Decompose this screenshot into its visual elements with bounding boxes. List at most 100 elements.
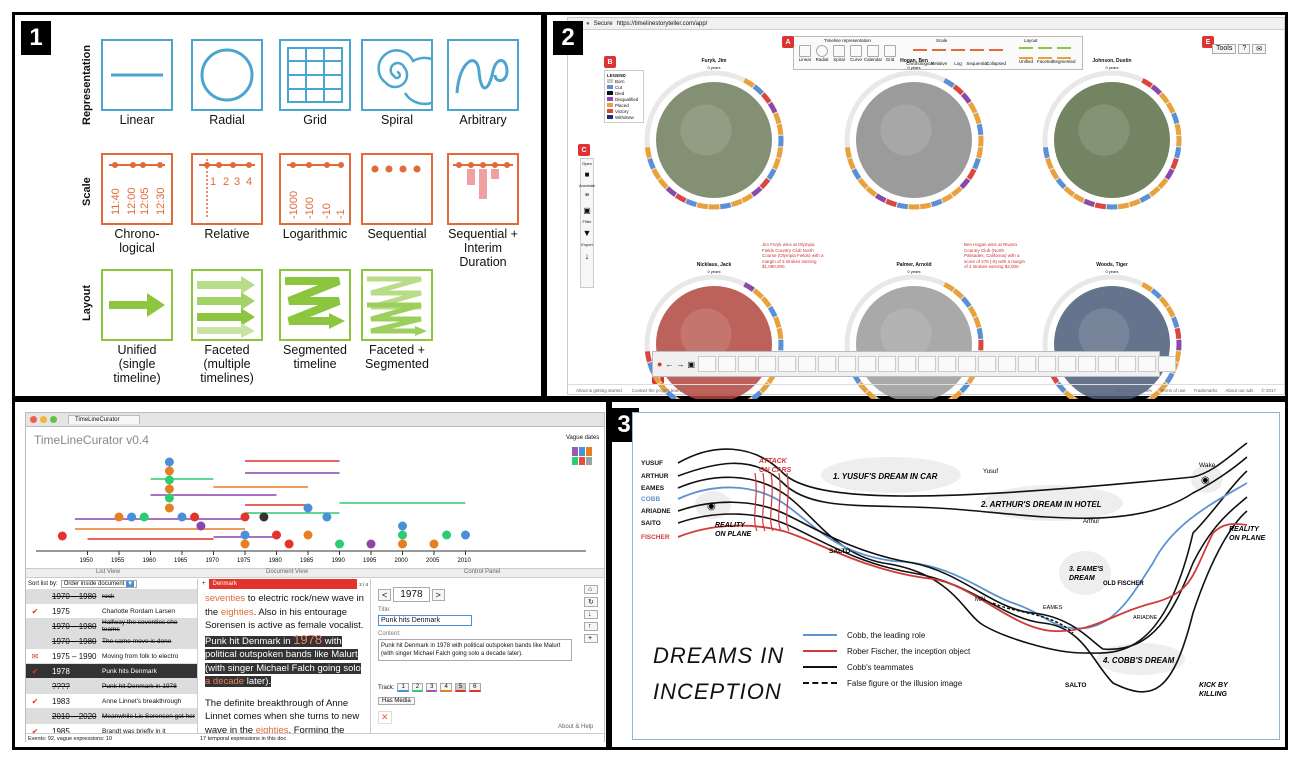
footer-link-ads[interactable]: About our ads bbox=[1225, 387, 1254, 393]
legend-item[interactable]: Cut bbox=[607, 84, 641, 90]
track-button-3[interactable]: 3 bbox=[426, 683, 438, 692]
list-row[interactable]: ???? Punk hit Denmark in 1978 bbox=[26, 679, 197, 694]
list-row[interactable]: ✔ 1975 Charlotte Rordam Larsen bbox=[26, 604, 197, 619]
content-field[interactable]: Punk hit Denmark in 1978 with political … bbox=[378, 639, 572, 661]
legend-item[interactable]: Born bbox=[607, 78, 641, 84]
address-bar[interactable]: ← ● Secure https://timelinestoryteller.c… bbox=[568, 18, 1284, 30]
tlc-timeline[interactable]: 1950 1955 1960 1965 1970 1975 1980 1985 1990 1995… bbox=[36, 443, 596, 565]
list-row[interactable]: 1970 – 1980 rock bbox=[26, 589, 197, 604]
track-button-6[interactable]: 6 bbox=[469, 683, 481, 692]
radial-timeline[interactable] bbox=[840, 270, 988, 418]
toolbar-layout-1[interactable]: Faceted bbox=[1037, 45, 1053, 64]
list-row[interactable]: ✔ 1978 Punk hits Denmark bbox=[26, 664, 197, 679]
browser-tab[interactable]: TimeLineCurator bbox=[68, 415, 141, 424]
scene-frame[interactable] bbox=[898, 356, 916, 372]
footer-link-about[interactable]: About & getting started bbox=[576, 387, 622, 393]
toolbar-rep-5[interactable]: Grid bbox=[883, 45, 897, 62]
scene-frame[interactable] bbox=[878, 356, 896, 372]
add-icon[interactable]: + bbox=[584, 634, 598, 643]
title-field[interactable]: Punk hits Denmark bbox=[378, 615, 472, 626]
radial-timeline[interactable] bbox=[640, 66, 788, 214]
list-row[interactable]: ✉ 1975 – 1990 Moving from folk to electro bbox=[26, 649, 197, 664]
scene-frame[interactable] bbox=[758, 356, 776, 372]
down-icon[interactable]: ↓ bbox=[584, 610, 598, 619]
toolbar-scale-2[interactable]: Log bbox=[950, 45, 966, 66]
add-doc-icon[interactable]: + bbox=[202, 581, 206, 587]
toolbar-layout-0[interactable]: Unified bbox=[1018, 45, 1034, 64]
mail-button[interactable]: ✉ bbox=[1252, 44, 1267, 54]
scene-frame[interactable] bbox=[1078, 356, 1096, 372]
list-row[interactable]: 1970 – 1980 Halfway the seventies she tea… bbox=[26, 619, 197, 634]
folder-icon[interactable]: ■ bbox=[584, 170, 590, 179]
add-scene-icon[interactable]: ▣ bbox=[687, 359, 695, 369]
mail-icon[interactable]: ✉ bbox=[31, 651, 39, 661]
track-button-5[interactable]: 5 bbox=[454, 683, 467, 692]
has-media-button[interactable]: Has Media bbox=[378, 697, 415, 705]
list-row[interactable]: ✔ 1983 Anne Linnet's breakthrough bbox=[26, 694, 197, 709]
scene-frame[interactable] bbox=[718, 356, 736, 372]
check-icon[interactable]: ✔ bbox=[31, 696, 39, 706]
radial-timeline[interactable] bbox=[840, 66, 988, 214]
toolbar-rep-4[interactable]: Calendar bbox=[864, 45, 882, 62]
scene-frame[interactable] bbox=[1018, 356, 1036, 372]
download-icon[interactable]: ↓ bbox=[584, 251, 590, 261]
year-field[interactable]: 1978 bbox=[393, 587, 430, 602]
scene-frame[interactable] bbox=[938, 356, 956, 372]
list-row[interactable]: 2010 – 2020 Meanwhile Lis Sorensen got he… bbox=[26, 709, 197, 724]
filter-icon[interactable]: ▼ bbox=[582, 228, 592, 238]
scene-frame[interactable] bbox=[818, 356, 836, 372]
toolbar-scale-0[interactable]: Chronological bbox=[906, 45, 934, 66]
legend-item[interactable]: Placed bbox=[607, 102, 641, 108]
radial-timeline[interactable] bbox=[1038, 66, 1186, 214]
close-window-icon[interactable] bbox=[30, 416, 37, 423]
scene-frame[interactable] bbox=[1098, 356, 1116, 372]
toolbar-layout-2[interactable]: Segmented bbox=[1052, 45, 1076, 64]
prev-icon[interactable]: ← bbox=[665, 359, 674, 369]
radial-timeline[interactable] bbox=[640, 270, 788, 418]
next-event-button[interactable]: > bbox=[431, 588, 445, 601]
toolbar-rep-2[interactable]: Spiral bbox=[832, 45, 846, 62]
legend-item[interactable]: Withdrew bbox=[607, 114, 641, 120]
toolbar-scale-4[interactable]: Collapsed bbox=[986, 45, 1006, 66]
scene-frame[interactable] bbox=[1118, 356, 1136, 372]
check-icon[interactable]: ✔ bbox=[31, 726, 39, 734]
track-button-4[interactable]: 4 bbox=[440, 683, 452, 692]
refresh-icon[interactable]: ↻ bbox=[584, 597, 598, 607]
about-help-link[interactable]: About & Help bbox=[558, 724, 594, 730]
prev-event-button[interactable]: < bbox=[378, 588, 392, 601]
list-row[interactable]: 1970 – 1980 The same move is done bbox=[26, 634, 197, 649]
doc-temporal-seventies[interactable]: seventies bbox=[205, 593, 246, 604]
footer-link-terms[interactable]: Terms of use bbox=[1159, 387, 1186, 393]
doc-temporal-eighties-2[interactable]: eighties bbox=[255, 724, 289, 734]
scene-frame[interactable] bbox=[778, 356, 796, 372]
check-icon[interactable]: ✔ bbox=[31, 666, 39, 676]
track-button-2[interactable]: 2 bbox=[411, 683, 424, 692]
url-text[interactable]: https://timelinestoryteller.com/app/ bbox=[616, 20, 708, 27]
help-button[interactable]: ? bbox=[1238, 44, 1251, 54]
scene-frame[interactable] bbox=[858, 356, 876, 372]
maximize-window-icon[interactable] bbox=[50, 416, 57, 423]
toolbar-rep-1[interactable]: Radial bbox=[815, 45, 829, 62]
scene-frame[interactable] bbox=[738, 356, 756, 372]
sort-select[interactable]: Order inside document ▼ bbox=[60, 580, 138, 588]
quote-icon[interactable]: ” bbox=[584, 192, 590, 202]
doc-tab[interactable]: Denmark bbox=[208, 579, 358, 589]
scene-frame[interactable] bbox=[918, 356, 936, 372]
footer-link-trademarks[interactable]: Trademarks bbox=[1193, 387, 1218, 393]
scene-frame[interactable] bbox=[698, 356, 716, 372]
toolbar-scale-3[interactable]: Sequential bbox=[966, 45, 988, 66]
image-icon[interactable]: ▣ bbox=[583, 206, 591, 215]
scene-frame[interactable] bbox=[1158, 356, 1176, 372]
tools-button[interactable]: Tools bbox=[1212, 44, 1237, 54]
minimize-window-icon[interactable] bbox=[40, 416, 47, 423]
up-icon[interactable]: ↑ bbox=[584, 622, 598, 631]
footer-link-privacy[interactable]: Privacy & cookies bbox=[1116, 387, 1152, 393]
scene-frame[interactable] bbox=[958, 356, 976, 372]
scene-frame[interactable] bbox=[1138, 356, 1156, 372]
scene-frame[interactable] bbox=[1038, 356, 1056, 372]
next-icon[interactable]: → bbox=[676, 359, 685, 369]
doc-temporal-eighties[interactable]: eighties bbox=[220, 606, 254, 618]
doc-highlight[interactable]: Punk hit Denmark in 1978 with political … bbox=[205, 631, 361, 687]
radial-timeline[interactable] bbox=[1038, 270, 1186, 418]
track-button-1[interactable]: 1 bbox=[397, 683, 409, 692]
